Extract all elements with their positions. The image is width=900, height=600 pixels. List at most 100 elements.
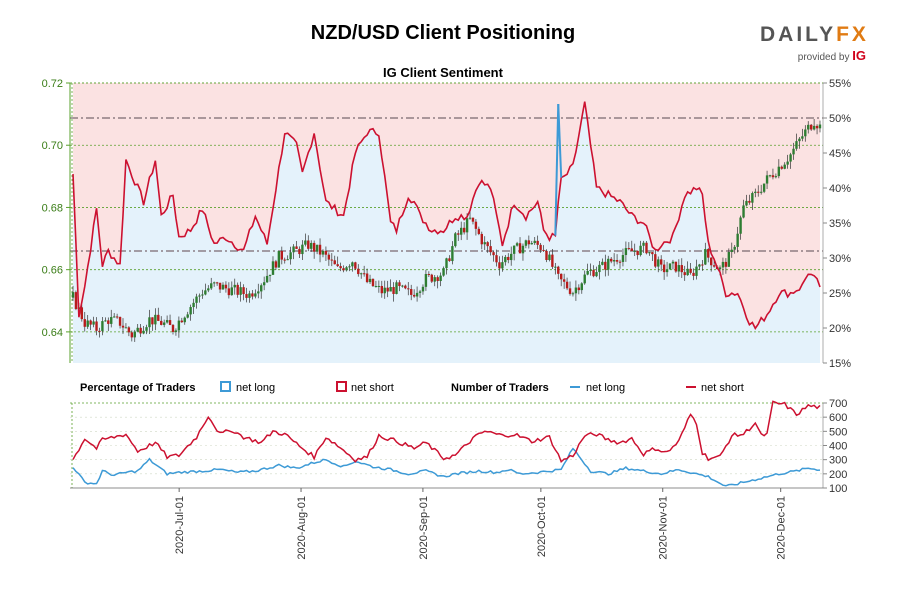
price-candle bbox=[518, 243, 522, 254]
price-candle bbox=[74, 292, 78, 310]
price-candle bbox=[268, 274, 272, 276]
price-candle bbox=[398, 282, 401, 287]
price-candle bbox=[260, 285, 263, 292]
price-candle bbox=[462, 227, 466, 233]
price-candle bbox=[759, 191, 763, 193]
price-candle bbox=[557, 266, 560, 274]
price-candle bbox=[771, 175, 775, 178]
price-candle bbox=[668, 263, 672, 270]
price-candle bbox=[80, 307, 84, 320]
price-candle bbox=[595, 272, 598, 277]
legend-num-long-label: net long bbox=[586, 382, 625, 394]
price-candle bbox=[504, 256, 507, 263]
price-candle bbox=[292, 246, 295, 253]
right-tick-label: 55% bbox=[829, 78, 851, 90]
price-candle bbox=[730, 249, 733, 253]
price-candle bbox=[324, 250, 328, 255]
price-candle bbox=[451, 246, 454, 262]
price-candle bbox=[95, 321, 98, 331]
price-candle bbox=[236, 284, 239, 295]
price-candle bbox=[598, 264, 601, 273]
left-tick-label: 0.70 bbox=[42, 140, 63, 152]
net-long-area bbox=[73, 101, 820, 363]
price-candle bbox=[633, 250, 636, 252]
price-candle bbox=[136, 327, 139, 332]
price-candle bbox=[492, 252, 495, 256]
price-candle bbox=[383, 287, 386, 294]
price-candle bbox=[189, 307, 192, 315]
right-tick-label: 25% bbox=[829, 288, 851, 300]
price-candle bbox=[107, 320, 110, 324]
price-candle bbox=[724, 261, 728, 267]
price-candle bbox=[542, 249, 545, 251]
price-candle bbox=[533, 240, 536, 244]
price-candle bbox=[177, 320, 181, 331]
price-candle bbox=[139, 327, 142, 334]
price-candle bbox=[762, 183, 766, 192]
price-candle bbox=[477, 228, 481, 234]
price-candle bbox=[665, 269, 669, 273]
price-candle bbox=[145, 327, 148, 331]
price-candle bbox=[768, 175, 772, 177]
price-candle bbox=[271, 261, 275, 275]
right-tick-label: 40% bbox=[829, 183, 851, 195]
price-candle bbox=[239, 287, 242, 295]
price-candle bbox=[501, 262, 504, 269]
right-tick-label: 50% bbox=[829, 113, 851, 125]
price-candle bbox=[151, 317, 154, 325]
price-candle bbox=[389, 287, 392, 292]
right-tick-label: 35% bbox=[829, 218, 851, 230]
price-candle bbox=[624, 248, 628, 256]
price-candle bbox=[342, 268, 345, 271]
price-candle bbox=[174, 330, 178, 332]
price-candle bbox=[748, 200, 751, 203]
price-candle bbox=[430, 274, 433, 282]
lower-right-tick-label: 700 bbox=[829, 398, 847, 410]
price-candle bbox=[283, 259, 286, 261]
lower-right-tick-label: 100 bbox=[829, 483, 847, 495]
right-tick-label: 30% bbox=[829, 253, 851, 265]
price-candle bbox=[515, 243, 519, 246]
lower-right-tick-label: 500 bbox=[829, 426, 847, 438]
right-tick-label: 15% bbox=[829, 358, 851, 370]
price-candle bbox=[545, 250, 548, 261]
price-candle bbox=[480, 233, 483, 245]
price-candle bbox=[262, 282, 266, 286]
left-tick-label: 0.64 bbox=[42, 327, 63, 339]
price-candle bbox=[377, 285, 381, 287]
price-candle bbox=[168, 320, 172, 325]
price-candle bbox=[795, 141, 798, 149]
price-candle bbox=[186, 314, 189, 318]
price-candle bbox=[307, 240, 310, 249]
x-tick-label: 2020-Sep-01 bbox=[418, 496, 430, 560]
pct-spike-segment bbox=[557, 103, 563, 178]
price-candle bbox=[754, 191, 757, 194]
price-candle bbox=[101, 321, 104, 332]
trader-count-panel: 100 200 300 400 500 600 700 2020-Jul-01 2020-Aug… bbox=[70, 398, 847, 560]
price-candle bbox=[360, 273, 363, 275]
price-candle bbox=[618, 261, 622, 263]
price-candle bbox=[789, 154, 792, 162]
lower-right-tick-label: 200 bbox=[829, 469, 847, 481]
price-candle bbox=[607, 258, 610, 270]
price-candle bbox=[448, 258, 451, 262]
x-tick-label: 2020-Aug-01 bbox=[296, 496, 308, 560]
price-candle bbox=[339, 266, 342, 269]
price-candle bbox=[357, 268, 360, 275]
price-candle bbox=[110, 317, 113, 324]
net-long-count-line bbox=[72, 447, 821, 487]
logo-provided-by: provided by IG bbox=[797, 48, 866, 63]
price-candle bbox=[757, 191, 760, 193]
price-candle bbox=[483, 242, 486, 245]
price-candle bbox=[198, 295, 201, 297]
price-candle bbox=[701, 264, 704, 266]
price-candle bbox=[707, 249, 710, 258]
price-candle bbox=[207, 288, 210, 291]
price-candle bbox=[71, 292, 75, 298]
price-candle bbox=[315, 244, 319, 252]
price-candle bbox=[809, 124, 813, 130]
price-candle bbox=[554, 266, 557, 268]
price-candle bbox=[233, 284, 236, 288]
price-candle bbox=[160, 320, 163, 325]
lower-right-tick-label: 300 bbox=[829, 455, 847, 467]
